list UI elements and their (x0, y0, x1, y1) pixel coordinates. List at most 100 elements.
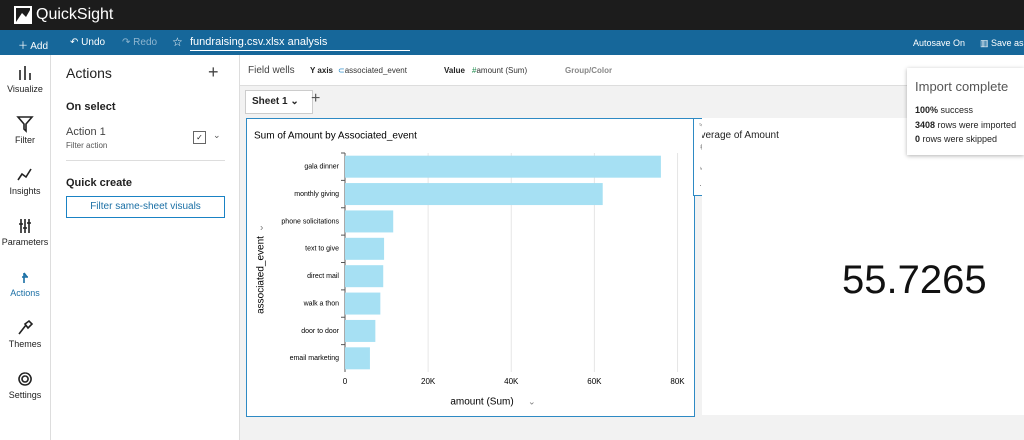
undo-label: Undo (81, 37, 106, 48)
value-label: Value (444, 66, 465, 75)
bar (345, 265, 384, 288)
nav-label: Parameters (1, 237, 49, 247)
logo (14, 6, 32, 24)
nav-item[interactable]: Visualize (0, 64, 50, 94)
nav-label: Insights (9, 186, 41, 196)
nav-label: Actions (10, 288, 40, 298)
analysis-name[interactable]: fundraising.csv.xlsx analysis (190, 36, 410, 51)
y-tick-label: phone solicitations (281, 218, 339, 225)
nav-icon (19, 66, 31, 80)
rows-skipped-text: rows were skipped (922, 134, 998, 144)
nav-icon (17, 168, 32, 181)
y-tick-label: direct mail (307, 273, 339, 280)
redo-button[interactable]: ↷ Redo (122, 37, 158, 48)
success-text: success (940, 105, 974, 115)
action-type: Filter action (66, 141, 108, 150)
top-bar (0, 0, 1024, 30)
app-name: QuickSight (36, 6, 114, 23)
action-toggle[interactable]: ✓ (193, 131, 206, 144)
actions-panel (51, 55, 240, 440)
favorite-star[interactable]: ☆ (172, 35, 183, 49)
x-tick-label: 60K (587, 377, 602, 386)
nav-item[interactable]: Themes (0, 319, 50, 349)
nav-label: Filter (15, 135, 35, 145)
field-wells-bar (240, 55, 1024, 86)
x-tick-label: 40K (504, 377, 519, 386)
sheet-tab-label: Sheet 1 (252, 96, 288, 107)
add-action[interactable]: + (208, 62, 219, 82)
bar (345, 347, 370, 370)
value-field-name: amount (Sum) (476, 66, 528, 75)
add-sheet[interactable]: + (311, 90, 321, 107)
action-menu[interactable]: ⌄ (213, 130, 221, 140)
undo-button[interactable]: ↶ Undo (70, 37, 106, 48)
success-pct: 100% (915, 105, 939, 115)
redo-label: Redo (133, 37, 158, 48)
nav-item[interactable]: Insights (0, 166, 50, 196)
bar (345, 237, 385, 260)
nav-item[interactable]: Actions (0, 268, 50, 298)
y-axis-field-name: associated_event (344, 66, 407, 75)
y-axis-expand[interactable]: › (260, 223, 263, 234)
nav-icon (16, 116, 34, 133)
nav-label: Settings (8, 390, 42, 400)
add-label: Add (30, 41, 49, 52)
visual-kpi-box[interactable]: Average of Amount 55.7265 (702, 118, 1024, 415)
nav-item[interactable]: Parameters (0, 217, 50, 247)
kpi-title: Average of Amount (702, 130, 779, 141)
toast-line: 3408 rows were imported (915, 120, 1016, 130)
y-axis-label: Y axis (310, 66, 333, 75)
y-axis-field[interactable]: ⊂associated_event (338, 66, 407, 75)
x-axis-label[interactable]: amount (Sum) (450, 397, 513, 408)
bar-chart: Sum of Amount by Associated_event amount… (254, 131, 685, 408)
bar (345, 210, 394, 233)
save-as[interactable]: ▥ Save as (980, 38, 1024, 48)
nav-icon (22, 272, 28, 283)
y-tick-label: text to give (305, 246, 339, 253)
toolbar (0, 30, 1024, 55)
toast-line: 100% success (915, 105, 973, 115)
toast-line: 0 rows were skipped (915, 134, 997, 144)
on-select: On select (66, 101, 116, 113)
y-tick-label: monthly giving (294, 191, 339, 198)
y-axis-label[interactable]: associated_event (256, 236, 267, 314)
y-tick-label: email marketing (290, 355, 340, 362)
bar (345, 155, 661, 178)
filter-button[interactable]: Filter same-sheet visuals (66, 196, 225, 218)
nav-label: Themes (8, 339, 42, 349)
chart-title: Sum of Amount by Associated_event (254, 131, 417, 142)
nav-icon (19, 219, 31, 233)
action-name[interactable]: Action 1 (66, 126, 106, 138)
value-field[interactable]: #amount (Sum) (472, 66, 528, 75)
save-as-label: Save as (991, 38, 1024, 48)
nav-icon (18, 319, 34, 335)
x-tick-label: 20K (421, 377, 436, 386)
kpi-value: 55.7265 (842, 258, 987, 302)
autosave[interactable]: Autosave On (913, 38, 966, 48)
nav-icon (18, 372, 32, 386)
toast-title: Import complete (915, 79, 1009, 94)
field-wells-label[interactable]: Field wells (248, 65, 295, 76)
add-button[interactable]: ＋ Add (18, 41, 49, 52)
y-tick-label: gala dinner (304, 164, 339, 171)
rows-imported-text: rows were imported (937, 120, 1017, 130)
y-tick-label: door to door (301, 328, 339, 335)
rows-imported: 3408 (915, 120, 936, 130)
group-label: Group/Color (565, 66, 613, 75)
x-tick-label: 0 (343, 377, 348, 386)
nav-item[interactable]: Settings (0, 370, 50, 400)
nav-item[interactable]: Filter (0, 115, 50, 145)
panel-title: Actions (66, 65, 112, 81)
divider (66, 160, 225, 161)
nav-label: Visualize (7, 84, 43, 94)
quick-create: Quick create (66, 177, 133, 189)
x-axis-menu[interactable]: ⌄ (528, 396, 536, 406)
bar (345, 183, 603, 206)
bar (345, 292, 381, 315)
y-tick-label: walk a thon (303, 300, 340, 307)
x-tick-label: 80K (670, 377, 685, 386)
rows-skipped: 0 (915, 134, 921, 144)
sheet-tab[interactable]: Sheet 1 ⌄ (245, 90, 313, 114)
bar (345, 319, 376, 342)
